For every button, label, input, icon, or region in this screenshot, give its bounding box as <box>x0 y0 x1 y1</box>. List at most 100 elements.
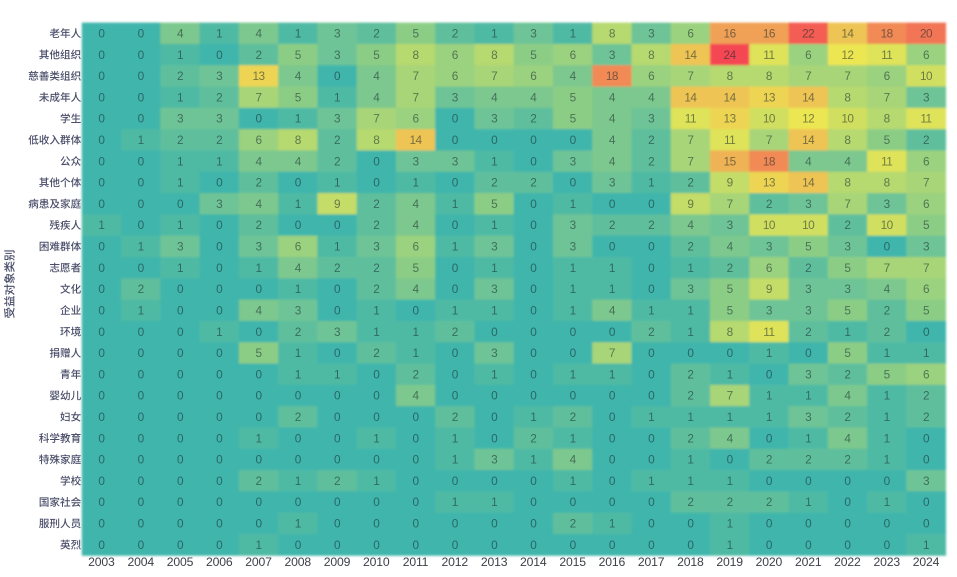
svg-text:5: 5 <box>570 112 577 126</box>
svg-text:0: 0 <box>530 325 537 339</box>
svg-text:1: 1 <box>766 346 772 360</box>
svg-text:7: 7 <box>491 69 497 83</box>
svg-text:0: 0 <box>98 133 105 147</box>
svg-text:0: 0 <box>648 261 655 275</box>
svg-text:11: 11 <box>763 325 774 339</box>
svg-text:3: 3 <box>216 197 223 211</box>
svg-text:7: 7 <box>727 197 733 211</box>
svg-text:5: 5 <box>844 346 851 360</box>
svg-text:0: 0 <box>412 495 419 509</box>
svg-text:4: 4 <box>609 133 616 147</box>
svg-text:2: 2 <box>727 261 733 275</box>
svg-text:1: 1 <box>216 154 222 168</box>
svg-text:0: 0 <box>177 325 184 339</box>
svg-text:2020: 2020 <box>756 555 783 569</box>
svg-text:0: 0 <box>491 538 498 552</box>
svg-text:2006: 2006 <box>206 555 233 569</box>
svg-text:0: 0 <box>255 282 262 296</box>
svg-text:4: 4 <box>530 90 537 104</box>
svg-text:1: 1 <box>766 389 772 403</box>
svg-text:0: 0 <box>452 474 459 488</box>
svg-text:0: 0 <box>98 90 105 104</box>
svg-text:3: 3 <box>727 218 734 232</box>
svg-text:2: 2 <box>334 154 340 168</box>
svg-text:3: 3 <box>177 112 184 126</box>
svg-text:0: 0 <box>570 495 577 509</box>
svg-text:5: 5 <box>727 282 734 296</box>
svg-text:0: 0 <box>334 69 341 83</box>
svg-text:2: 2 <box>138 282 144 296</box>
svg-text:1: 1 <box>295 367 301 381</box>
svg-text:13: 13 <box>763 176 776 190</box>
svg-text:0: 0 <box>138 517 145 531</box>
svg-text:1: 1 <box>491 27 497 41</box>
svg-text:5: 5 <box>491 197 498 211</box>
svg-text:0: 0 <box>609 431 616 445</box>
svg-text:0: 0 <box>138 176 145 190</box>
svg-text:0: 0 <box>138 154 145 168</box>
svg-text:0: 0 <box>766 431 773 445</box>
svg-text:0: 0 <box>373 538 380 552</box>
svg-text:14: 14 <box>724 90 737 104</box>
svg-text:0: 0 <box>491 325 498 339</box>
svg-text:2: 2 <box>648 154 654 168</box>
svg-text:11: 11 <box>920 112 931 126</box>
svg-text:0: 0 <box>295 538 302 552</box>
svg-text:0: 0 <box>138 538 145 552</box>
svg-text:7: 7 <box>844 69 850 83</box>
svg-text:0: 0 <box>491 133 498 147</box>
svg-text:0: 0 <box>609 240 616 254</box>
svg-text:0: 0 <box>255 112 262 126</box>
svg-text:0: 0 <box>805 517 812 531</box>
svg-text:5: 5 <box>412 27 419 41</box>
svg-text:7: 7 <box>412 90 418 104</box>
svg-text:1: 1 <box>609 517 615 531</box>
svg-text:3: 3 <box>648 112 655 126</box>
svg-text:0: 0 <box>98 453 105 467</box>
svg-text:7: 7 <box>255 90 261 104</box>
svg-text:7: 7 <box>923 176 929 190</box>
svg-text:1: 1 <box>766 410 772 424</box>
svg-text:0: 0 <box>452 176 459 190</box>
svg-text:0: 0 <box>138 48 145 62</box>
svg-text:0: 0 <box>98 389 105 403</box>
svg-text:2: 2 <box>648 133 654 147</box>
svg-text:1: 1 <box>491 367 497 381</box>
svg-text:0: 0 <box>177 367 184 381</box>
svg-text:7: 7 <box>923 261 929 275</box>
svg-text:1: 1 <box>452 431 458 445</box>
svg-text:3: 3 <box>923 90 930 104</box>
svg-text:1: 1 <box>255 538 261 552</box>
svg-text:0: 0 <box>530 346 537 360</box>
svg-text:6: 6 <box>687 27 694 41</box>
svg-text:0: 0 <box>412 474 419 488</box>
svg-text:0: 0 <box>491 474 498 488</box>
svg-text:3: 3 <box>766 304 773 318</box>
svg-text:0: 0 <box>727 346 734 360</box>
svg-text:4: 4 <box>609 90 616 104</box>
svg-text:4: 4 <box>844 154 851 168</box>
svg-text:2: 2 <box>295 325 301 339</box>
svg-text:4: 4 <box>412 389 419 403</box>
svg-text:0: 0 <box>334 431 341 445</box>
svg-text:0: 0 <box>216 304 223 318</box>
svg-text:8: 8 <box>766 69 773 83</box>
svg-text:0: 0 <box>648 431 655 445</box>
svg-text:2: 2 <box>412 367 418 381</box>
svg-text:1: 1 <box>491 261 497 275</box>
svg-text:2: 2 <box>687 389 693 403</box>
svg-text:0: 0 <box>255 453 262 467</box>
svg-text:0: 0 <box>334 410 341 424</box>
svg-text:0: 0 <box>452 367 459 381</box>
svg-text:4: 4 <box>844 431 851 445</box>
svg-text:4: 4 <box>373 69 380 83</box>
svg-text:9: 9 <box>334 197 340 211</box>
svg-text:1: 1 <box>177 48 183 62</box>
svg-text:1: 1 <box>295 346 301 360</box>
svg-text:2: 2 <box>844 410 850 424</box>
svg-text:0: 0 <box>98 495 105 509</box>
svg-text:2: 2 <box>687 431 693 445</box>
svg-text:10: 10 <box>763 112 776 126</box>
svg-text:6: 6 <box>255 133 262 147</box>
svg-text:0: 0 <box>530 389 537 403</box>
